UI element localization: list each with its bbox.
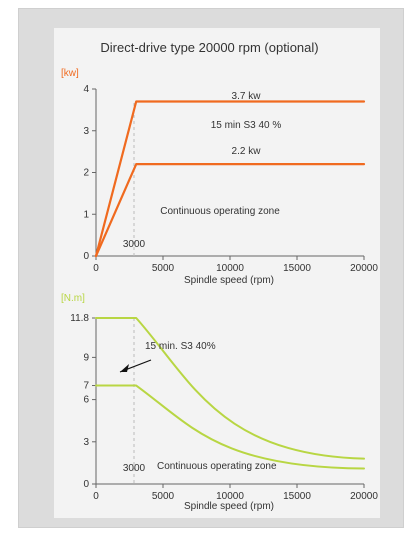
top-series-line-1	[94, 100, 366, 258]
chart-title: Direct-drive type 20000 rpm (optional)	[100, 40, 319, 55]
top-x-tick-label: 0	[93, 263, 99, 274]
top-annotation-37: 3.7 kw	[232, 91, 262, 102]
bottom-x-tick-label: 0	[93, 491, 99, 502]
top-series-line-2	[94, 163, 366, 258]
bottom-series	[95, 317, 365, 470]
bottom-y-tick-label: 9	[83, 352, 89, 363]
bottom-y-tick-label: 0	[83, 479, 89, 490]
top-series	[94, 100, 366, 258]
top-y-ticks: 0 1 2 3 4	[83, 84, 96, 262]
top-y-label: [kw]	[61, 68, 79, 79]
top-y-tick-label: 3	[83, 126, 89, 137]
bottom-y-tick-label: 7	[83, 381, 89, 392]
bottom-series-line-1	[95, 317, 365, 460]
top-chart: [kw] 0 1 2 3 4 0 5000 10000 15000 20000 3.7 kw 1…	[61, 68, 378, 286]
top-x-tick-label: 15000	[283, 263, 311, 274]
top-annotation-3000: 3000	[123, 239, 146, 250]
top-x-axis-label: Spindle speed (rpm)	[184, 275, 274, 286]
plot-background	[54, 28, 380, 518]
bottom-x-tick-label: 10000	[216, 491, 244, 502]
top-x-tick-label: 10000	[216, 263, 244, 274]
bottom-y-ticks: 0 3 6 7 9 11.8	[70, 313, 96, 490]
top-y-tick-label: 0	[83, 251, 89, 262]
bottom-annotation-arrowhead	[120, 364, 129, 372]
top-x-tick-label: 5000	[152, 263, 175, 274]
bottom-x-axis-label: Spindle speed (rpm)	[184, 501, 274, 512]
bottom-chart: [N.m] 0 3 6 7 9 11.8 0 5000 10000 15000 20000 15 …	[61, 293, 378, 512]
bottom-y-tick-label: 3	[83, 437, 89, 448]
bottom-x-ticks: 0 5000 10000 15000 20000	[93, 484, 378, 502]
top-x-tick-label: 20000	[350, 263, 378, 274]
top-y-tick-label: 2	[83, 168, 89, 179]
bottom-x-tick-label: 15000	[283, 491, 311, 502]
top-y-tick-label: 4	[83, 84, 89, 95]
bottom-annotation-continuous: Continuous operating zone	[157, 461, 277, 472]
top-annotation-continuous: Continuous operating zone	[160, 206, 280, 217]
top-x-ticks: 0 5000 10000 15000 20000	[93, 256, 378, 274]
bottom-annotation-s3: 15 min. S3 40%	[145, 341, 216, 352]
bottom-annotation-3000: 3000	[123, 463, 146, 474]
bottom-series-line-2	[95, 384, 365, 470]
bottom-y-tick-label: 11.8	[70, 313, 89, 324]
bottom-y-label: [N.m]	[61, 293, 85, 304]
bottom-x-tick-label: 20000	[350, 491, 378, 502]
top-y-tick-label: 1	[83, 209, 89, 220]
bottom-x-tick-label: 5000	[152, 491, 175, 502]
bottom-y-tick-label: 6	[83, 395, 89, 406]
top-annotation-s3: 15 min S3 40 %	[211, 120, 282, 131]
top-annotation-22: 2.2 kw	[232, 146, 262, 157]
